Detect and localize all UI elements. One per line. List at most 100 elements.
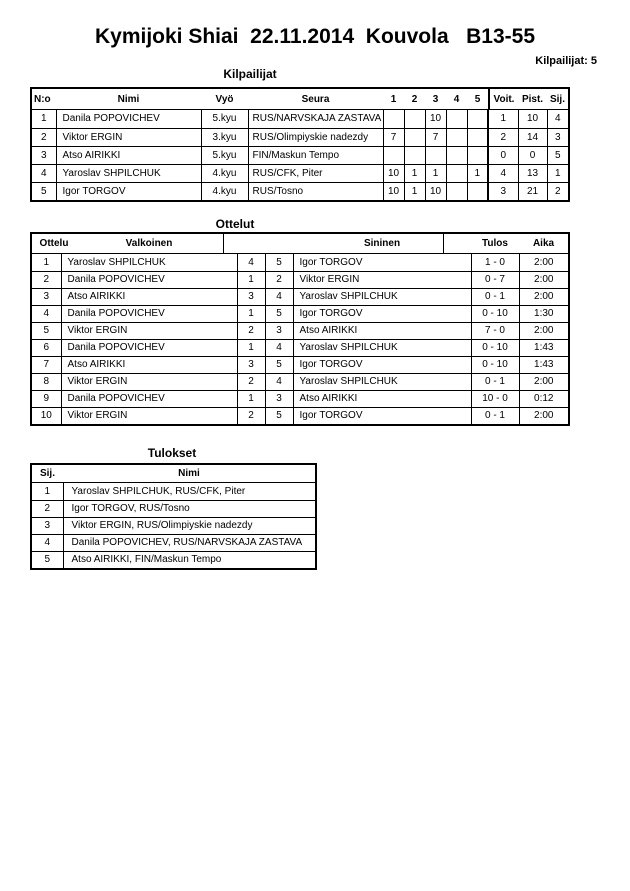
- round-4-points: [445, 163, 468, 183]
- result-row: 1 Yaroslav SHPILCHUK, RUS/CFK, Piter: [32, 483, 315, 501]
- match-number: 4: [32, 304, 62, 323]
- blue-player-number: 5: [264, 304, 294, 323]
- match-score: 7 - 0: [470, 321, 520, 340]
- blue-player-number: 3: [264, 389, 294, 408]
- tulokset-section-heading: Tulokset: [147, 446, 197, 460]
- match-number: 10: [32, 406, 62, 424]
- match-number: 2: [32, 270, 62, 289]
- result-placement: 4: [32, 533, 64, 552]
- white-player-number: 1: [236, 270, 266, 289]
- white-player-name: Viktor ERGIN: [60, 406, 238, 424]
- blue-player-name: Igor TORGOV: [292, 304, 472, 323]
- points-total: 21: [517, 181, 548, 200]
- match-score: 0 - 1: [470, 406, 520, 424]
- col-header-nimi: Nimi: [178, 468, 200, 479]
- white-player-number: 4: [236, 254, 266, 272]
- ottelut-section-heading: Ottelut: [215, 217, 255, 231]
- kilpailijat-table: N:o Nimi Vyö Seura 1 2 3 4 5 Voit. Pist.…: [30, 87, 570, 202]
- kilpailijat-table-header: N:o Nimi Vyö Seura 1 2 3 4 5 Voit. Pist.…: [32, 89, 568, 110]
- round-4-points: [445, 145, 468, 165]
- competitor-name: Atso AIRIKKI: [55, 145, 202, 165]
- col-header-ottelu: Ottelu: [39, 238, 69, 249]
- competitor-name: Yaroslav SHPILCHUK: [55, 163, 202, 183]
- white-player-name: Viktor ERGIN: [60, 321, 238, 340]
- competitor-number: 4: [32, 163, 57, 183]
- match-score: 1 - 0: [470, 254, 520, 272]
- ottelut-table-header: Ottelu Valkoinen Sininen Tulos Aika: [32, 234, 568, 254]
- round-3-points: 10: [424, 110, 447, 129]
- result-placement: 3: [32, 516, 64, 535]
- match-time: 1:30: [518, 304, 568, 323]
- tulokset-table-body: 1 Yaroslav SHPILCHUK, RUS/CFK, Piter 2 I…: [32, 483, 315, 568]
- competitor-belt: 5.kyu: [200, 145, 249, 165]
- match-score: 0 - 7: [470, 270, 520, 289]
- round-1-points: [382, 145, 405, 165]
- result-row: 4 Danila POPOVICHEV, RUS/NARVSKAJA ZASTA…: [32, 533, 315, 552]
- blue-player-number: 5: [264, 355, 294, 374]
- match-number: 1: [32, 254, 62, 272]
- white-player-number: 2: [236, 406, 266, 424]
- round-1-points: [382, 110, 405, 129]
- competitor-club: RUS/Tosno: [247, 181, 384, 200]
- match-number: 8: [32, 372, 62, 391]
- white-player-name: Danila POPOVICHEV: [60, 270, 238, 289]
- competitor-row: 1 Danila POPOVICHEV 5.kyu RUS/NARVSKAJA …: [32, 110, 568, 129]
- competitor-row: 4 Yaroslav SHPILCHUK 4.kyu RUS/CFK, Pite…: [32, 163, 568, 183]
- blue-player-number: 2: [264, 270, 294, 289]
- round-3-points: [424, 145, 447, 165]
- competitor-belt: 4.kyu: [200, 163, 249, 183]
- match-row: 8 Viktor ERGIN 2 4 Yaroslav SHPILCHUK 0 …: [32, 372, 568, 391]
- blue-player-number: 3: [264, 321, 294, 340]
- round-2-points: [403, 127, 426, 147]
- wins-count: 4: [487, 163, 519, 183]
- result-name-club: Igor TORGOV, RUS/Tosno: [62, 499, 315, 518]
- col-header-sininen: Sininen: [363, 238, 401, 249]
- match-time: 1:43: [518, 338, 568, 357]
- blue-player-name: Atso AIRIKKI: [292, 389, 472, 408]
- wins-count: 0: [487, 145, 519, 165]
- round-2-points: [403, 145, 426, 165]
- round-4-points: [445, 181, 468, 200]
- match-time: 2:00: [518, 270, 568, 289]
- match-row: 5 Viktor ERGIN 2 3 Atso AIRIKKI 7 - 0 2:…: [32, 321, 568, 340]
- white-player-number: 3: [236, 355, 266, 374]
- competitor-row: 5 Igor TORGOV 4.kyu RUS/Tosno 10 1 10 3 …: [32, 181, 568, 200]
- header-divider-line: [223, 234, 224, 253]
- wins-count: 3: [487, 181, 519, 200]
- placement: 3: [546, 127, 568, 147]
- match-number: 5: [32, 321, 62, 340]
- match-time: 2:00: [518, 254, 568, 272]
- result-name-club: Viktor ERGIN, RUS/Olimpiyskie nadezdy: [62, 516, 315, 535]
- points-total: 13: [517, 163, 548, 183]
- blue-player-number: 4: [264, 338, 294, 357]
- white-player-name: Danila POPOVICHEV: [60, 338, 238, 357]
- match-row: 6 Danila POPOVICHEV 1 4 Yaroslav SHPILCH…: [32, 338, 568, 357]
- col-header-voit: Voit.: [488, 89, 518, 109]
- round-1-points: 10: [382, 163, 405, 183]
- col-header-round-5: 5: [474, 93, 481, 105]
- round-2-points: 1: [403, 163, 426, 183]
- blue-player-name: Igor TORGOV: [292, 254, 472, 272]
- match-number: 3: [32, 287, 62, 306]
- competitor-number: 2: [32, 127, 57, 147]
- blue-player-number: 5: [264, 406, 294, 424]
- match-row: 4 Danila POPOVICHEV 1 5 Igor TORGOV 0 - …: [32, 304, 568, 323]
- col-header-round-2: 2: [411, 93, 418, 105]
- white-player-name: Atso AIRIKKI: [60, 355, 238, 374]
- result-row: 3 Viktor ERGIN, RUS/Olimpiyskie nadezdy: [32, 516, 315, 535]
- competitor-belt: 3.kyu: [200, 127, 249, 147]
- competitor-belt: 4.kyu: [200, 181, 249, 200]
- col-header-valkoinen: Valkoinen: [125, 238, 173, 249]
- white-player-number: 3: [236, 287, 266, 306]
- match-number: 7: [32, 355, 62, 374]
- white-player-number: 1: [236, 389, 266, 408]
- white-player-name: Danila POPOVICHEV: [60, 389, 238, 408]
- match-number: 6: [32, 338, 62, 357]
- white-player-number: 2: [236, 372, 266, 391]
- competitor-club: RUS/Olimpiyskie nadezdy: [247, 127, 384, 147]
- match-time: 2:00: [518, 406, 568, 424]
- match-score: 10 - 0: [470, 389, 520, 408]
- competitor-row: 2 Viktor ERGIN 3.kyu RUS/Olimpiyskie nad…: [32, 127, 568, 147]
- round-5-points: [466, 145, 489, 165]
- result-name-club: Danila POPOVICHEV, RUS/NARVSKAJA ZASTAVA: [62, 533, 315, 552]
